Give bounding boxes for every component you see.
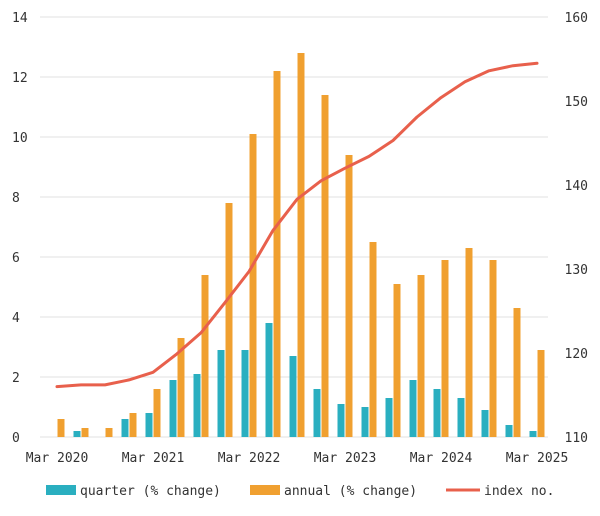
quarter-bar [529, 431, 537, 437]
quarter-bar [241, 350, 249, 437]
annual-bar [513, 308, 521, 437]
annual-bar [129, 413, 137, 437]
index-line [55, 61, 539, 389]
quarter-bar [193, 374, 201, 437]
legend-label: quarter (% change) [80, 484, 221, 499]
right-axis-tick-label: 140 [565, 179, 588, 194]
x-axis-tick-label: Mar 2025 [506, 451, 569, 466]
right-axis-tick-label: 150 [565, 95, 588, 110]
quarter-bar [361, 407, 369, 437]
x-axis-tick-label: Mar 2023 [314, 451, 377, 466]
annual-bar [225, 203, 233, 437]
left-axis-tick-label: 10 [12, 131, 28, 146]
annual-bar [393, 284, 401, 437]
quarter-bar [505, 425, 513, 437]
legend: quarter (% change) annual (% change) index… [46, 484, 554, 499]
x-axis-tick-label: Mar 2021 [122, 451, 185, 466]
x-axis-tick-label: Mar 2020 [26, 451, 89, 466]
annual-bar [537, 350, 545, 437]
quarter-bar [337, 404, 345, 437]
quarter-bar [457, 398, 465, 437]
legend-label: index no. [484, 484, 554, 499]
annual-bar [249, 134, 257, 437]
annual-bar [297, 53, 305, 437]
bars [57, 53, 545, 437]
quarter-bar [313, 389, 321, 437]
legend-label: annual (% change) [284, 484, 417, 499]
legend-swatch [46, 485, 76, 495]
x-axis-tick-label: Mar 2022 [218, 451, 281, 466]
quarter-bar [265, 323, 273, 437]
x-axis-tick-label: Mar 2024 [410, 451, 473, 466]
quarter-bar [433, 389, 441, 437]
grid-lines [40, 16, 548, 438]
left-axis-tick-label: 8 [12, 191, 20, 206]
annual-bar [201, 275, 209, 437]
annual-bar [105, 428, 113, 437]
right-axis-tick-label: 160 [565, 11, 588, 26]
x-axis-ticks: Mar 2020 Mar 2021 Mar 2022 Mar 2023 Mar 2024… [26, 451, 569, 466]
annual-bar [489, 260, 497, 437]
legend-swatch [250, 485, 280, 495]
annual-bar [177, 338, 185, 437]
index-line-layer [55, 61, 539, 389]
quarter-bar [217, 350, 225, 437]
left-axis-tick-label: 6 [12, 251, 20, 266]
annual-bar [273, 71, 281, 437]
annual-bar [81, 428, 89, 437]
quarter-bar [145, 413, 153, 437]
left-axis-tick-label: 4 [12, 311, 20, 326]
annual-bar [57, 419, 65, 437]
annual-bar [345, 155, 353, 437]
right-axis-tick-label: 130 [565, 263, 588, 278]
quarter-bar [73, 431, 81, 437]
left-axis-ticks: 0 2 4 6 8 10 12 14 [12, 11, 28, 446]
quarter-bar [121, 419, 129, 437]
annual-bar [465, 248, 473, 437]
quarter-bar [385, 398, 393, 437]
quarter-bar [169, 380, 177, 437]
left-axis-tick-label: 2 [12, 371, 20, 386]
annual-bar [153, 389, 161, 437]
quarter-bar [289, 356, 297, 437]
right-axis-tick-label: 120 [565, 347, 588, 362]
quarter-bar [481, 410, 489, 437]
annual-bar [417, 275, 425, 437]
quarter-bar [409, 380, 417, 437]
left-axis-tick-label: 0 [12, 431, 20, 446]
annual-bar [369, 242, 377, 437]
left-axis-tick-label: 12 [12, 71, 28, 86]
right-axis-ticks: 110 120 130 140 150 160 [565, 11, 588, 446]
left-axis-tick-label: 14 [12, 11, 28, 26]
annual-bar [321, 95, 329, 437]
annual-bar [441, 260, 449, 437]
right-axis-tick-label: 110 [565, 431, 588, 446]
